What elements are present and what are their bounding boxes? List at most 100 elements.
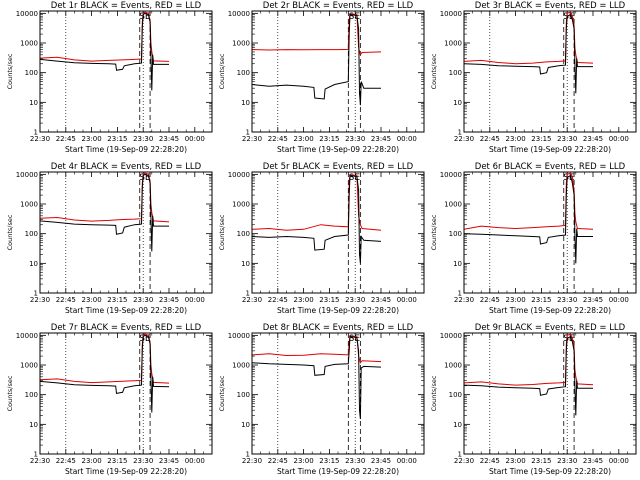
y-tick-label: 1 bbox=[34, 290, 38, 298]
y-axis-label: Counts/sec bbox=[218, 53, 226, 89]
y-tick-label: 10000 bbox=[16, 171, 38, 179]
x-tick-label: 23:30 bbox=[345, 457, 365, 465]
y-tick-label: 1000 bbox=[444, 40, 462, 48]
y-tick-label: 10000 bbox=[228, 171, 250, 179]
y-tick-label: 1000 bbox=[232, 201, 250, 209]
y-tick-label: 10 bbox=[29, 260, 38, 268]
x-tick-label: 22:30 bbox=[30, 135, 50, 143]
x-tick-label: 22:30 bbox=[454, 296, 474, 304]
x-tick-label: 23:45 bbox=[583, 457, 603, 465]
x-axis-label: Start Time (19-Sep-09 22:28:20) bbox=[65, 306, 187, 315]
y-tick-label: 10 bbox=[29, 421, 38, 429]
y-tick-label: 1000 bbox=[20, 40, 38, 48]
y-tick-label: 1000 bbox=[444, 362, 462, 370]
panel-1: Det 1r BLACK = Events, RED = LLD Counts/s… bbox=[6, 1, 213, 154]
x-tick-label: 23:15 bbox=[531, 457, 551, 465]
y-tick-label: 10 bbox=[453, 421, 462, 429]
y-tick-label: 10 bbox=[241, 421, 250, 429]
x-tick-label: 23:30 bbox=[345, 135, 365, 143]
x-tick-label: 23:45 bbox=[371, 296, 391, 304]
series-line-lld bbox=[251, 13, 382, 56]
x-tick-label: 23:45 bbox=[371, 135, 391, 143]
x-tick-label: 23:15 bbox=[107, 135, 127, 143]
plot-frame bbox=[39, 332, 213, 455]
x-tick-label: 22:30 bbox=[242, 296, 262, 304]
series-line-events bbox=[39, 12, 169, 91]
saa-label: SE bbox=[139, 334, 151, 344]
saa-label: SE bbox=[139, 173, 151, 183]
y-tick-label: 100 bbox=[449, 230, 462, 238]
x-tick-label: 23:15 bbox=[531, 135, 551, 143]
y-tick-label: 10000 bbox=[228, 10, 250, 18]
x-tick-label: 23:00 bbox=[506, 296, 526, 304]
x-tick-label: 22:45 bbox=[268, 135, 288, 143]
y-tick-label: 100 bbox=[237, 230, 250, 238]
panel-title: Det 5r BLACK = Events, RED = LLD bbox=[263, 162, 414, 172]
x-tick-label: 23:15 bbox=[107, 457, 127, 465]
series-line-events bbox=[463, 336, 593, 416]
saa-label: SE bbox=[139, 12, 151, 22]
x-tick-label: 00:00 bbox=[397, 135, 417, 143]
panel-title: Det 2r BLACK = Events, RED = LLD bbox=[263, 1, 414, 11]
plot-frame bbox=[463, 171, 637, 294]
x-tick-label: 22:30 bbox=[242, 457, 262, 465]
x-tick-label: 23:30 bbox=[557, 457, 577, 465]
series-line-events bbox=[463, 14, 593, 94]
x-tick-label: 23:00 bbox=[294, 296, 314, 304]
saa-label: SE bbox=[349, 334, 361, 344]
plot-frame bbox=[39, 171, 213, 294]
series-line-lld bbox=[251, 335, 382, 364]
y-tick-label: 1 bbox=[246, 451, 250, 459]
y-tick-label: 1 bbox=[458, 129, 462, 137]
x-tick-label: 23:30 bbox=[557, 135, 577, 143]
y-tick-label: 10000 bbox=[16, 332, 38, 340]
x-tick-label: 23:30 bbox=[557, 296, 577, 304]
x-axis-label: Start Time (19-Sep-09 22:28:20) bbox=[65, 467, 187, 476]
x-axis-label: Start Time (19-Sep-09 22:28:20) bbox=[277, 306, 399, 315]
x-tick-label: 22:45 bbox=[56, 296, 76, 304]
x-tick-label: 23:30 bbox=[345, 296, 365, 304]
y-tick-label: 100 bbox=[237, 69, 250, 77]
x-tick-label: 23:30 bbox=[133, 457, 153, 465]
y-axis-label: Counts/sec bbox=[430, 214, 438, 250]
y-tick-label: 1 bbox=[246, 129, 250, 137]
x-tick-label: 23:30 bbox=[133, 135, 153, 143]
x-tick-label: 22:30 bbox=[30, 457, 50, 465]
x-tick-label: 23:45 bbox=[159, 296, 179, 304]
x-tick-label: 23:15 bbox=[531, 296, 551, 304]
y-tick-label: 1000 bbox=[20, 362, 38, 370]
y-tick-label: 1 bbox=[34, 451, 38, 459]
y-tick-label: 1000 bbox=[232, 40, 250, 48]
panel-9: Det 9r BLACK = Events, RED = LLD Counts/s… bbox=[430, 323, 637, 476]
y-tick-label: 10000 bbox=[228, 332, 250, 340]
x-tick-label: 23:00 bbox=[82, 296, 102, 304]
series-line-lld bbox=[463, 172, 594, 230]
y-tick-label: 10000 bbox=[440, 332, 462, 340]
x-tick-label: 23:00 bbox=[82, 457, 102, 465]
y-tick-label: 10 bbox=[453, 99, 462, 107]
y-tick-label: 1000 bbox=[20, 201, 38, 209]
plot-frame bbox=[251, 10, 425, 133]
x-tick-label: 22:30 bbox=[30, 296, 50, 304]
y-tick-label: 10000 bbox=[440, 10, 462, 18]
y-tick-label: 100 bbox=[449, 391, 462, 399]
x-axis-label: Start Time (19-Sep-09 22:28:20) bbox=[277, 145, 399, 154]
y-axis-label: Counts/sec bbox=[6, 214, 14, 250]
saa-label: SE bbox=[563, 334, 575, 344]
y-tick-label: 1 bbox=[34, 129, 38, 137]
x-tick-label: 23:00 bbox=[294, 457, 314, 465]
x-tick-label: 22:45 bbox=[268, 457, 288, 465]
plot-frame bbox=[251, 332, 425, 455]
x-tick-label: 22:30 bbox=[242, 135, 262, 143]
x-tick-label: 23:45 bbox=[371, 457, 391, 465]
x-axis-label: Start Time (19-Sep-09 22:28:20) bbox=[277, 467, 399, 476]
x-tick-label: 22:30 bbox=[454, 457, 474, 465]
x-tick-label: 23:15 bbox=[319, 135, 339, 143]
x-tick-label: 22:45 bbox=[480, 296, 500, 304]
saa-label: SE bbox=[349, 173, 361, 183]
y-axis-label: Counts/sec bbox=[218, 214, 226, 250]
y-axis-label: Counts/sec bbox=[430, 53, 438, 89]
panel-5: Det 5r BLACK = Events, RED = LLD Counts/s… bbox=[218, 162, 425, 315]
x-tick-label: 23:00 bbox=[506, 135, 526, 143]
x-tick-label: 22:45 bbox=[268, 296, 288, 304]
